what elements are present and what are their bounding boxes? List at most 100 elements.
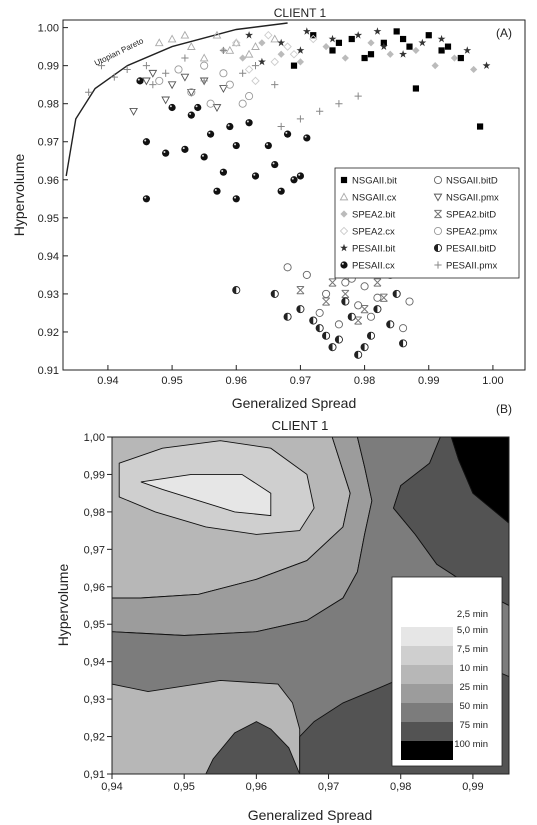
data-point <box>386 320 395 329</box>
data-point <box>335 100 343 108</box>
data-point <box>277 122 285 131</box>
data-point <box>129 107 138 116</box>
data-point <box>162 149 170 157</box>
series-spea2-cx <box>232 30 318 86</box>
panel-b-y-tick-label: 0,99 <box>84 469 105 481</box>
data-point <box>373 278 382 287</box>
data-point <box>85 88 93 96</box>
data-point <box>212 104 222 113</box>
data-point <box>181 145 189 153</box>
panel-a-x-tick-label: 0.94 <box>97 375 118 387</box>
data-point <box>187 88 196 97</box>
panel-a-x-tick-label: 1.00 <box>482 375 503 387</box>
data-point <box>341 278 350 287</box>
data-point <box>354 301 363 310</box>
data-point <box>354 92 362 100</box>
panel-a-legend: NSGAII.bit NSGAII.bitD NSGAII.cx NSGAII.pmx… <box>334 167 520 279</box>
data-point <box>244 49 254 58</box>
data-point <box>386 50 394 58</box>
legend-marker <box>433 193 443 202</box>
panel-b-x-tick-label: 0,99 <box>462 781 483 793</box>
data-point <box>181 54 189 62</box>
legend-label: PESAII.pmx <box>446 261 497 272</box>
panel-a-x-tick-label: 0.99 <box>418 375 439 387</box>
data-point <box>264 141 272 150</box>
data-point <box>354 31 363 39</box>
data-point <box>354 350 363 359</box>
data-point <box>476 123 484 130</box>
panel-a-x-tick-label: 0.95 <box>161 375 182 387</box>
data-point <box>399 50 407 58</box>
panel-b-y-tick-label: 0,93 <box>84 694 105 706</box>
data-point <box>302 270 311 279</box>
data-point <box>322 297 331 306</box>
data-point <box>392 289 401 298</box>
data-point <box>341 54 349 62</box>
data-point <box>174 65 183 74</box>
panel-a-y-tick-label: 0.95 <box>38 213 59 225</box>
data-point <box>186 88 196 97</box>
legend-label: PESAII.cx <box>352 261 395 272</box>
legend-marker <box>340 243 348 252</box>
series-pesaii-cx <box>136 77 311 203</box>
legend-swatch <box>401 627 453 646</box>
data-point <box>231 38 241 47</box>
legend-marker <box>339 192 349 201</box>
data-point <box>194 103 202 112</box>
data-point <box>258 57 266 66</box>
data-point <box>309 316 318 325</box>
data-point <box>367 51 375 58</box>
legend-label: NSGAII.bitD <box>446 176 498 187</box>
legend-marker <box>340 210 348 218</box>
data-point <box>450 54 459 62</box>
data-point <box>232 38 241 48</box>
panel-a-x-tick-label: 0.96 <box>226 375 247 387</box>
legend-label: NSGAII.pmx <box>446 193 499 204</box>
legend-label: SPEA2.bitD <box>446 210 496 221</box>
panel-b-x-ticks: 0,94 0,95 0,96 0,97 0,98 0,99 <box>101 774 484 793</box>
data-point <box>399 35 407 43</box>
data-point <box>251 62 260 70</box>
data-point <box>335 39 343 46</box>
data-point <box>360 282 369 291</box>
data-point <box>354 316 363 325</box>
data-point <box>405 297 414 306</box>
panel-b-y-tick-label: 0,94 <box>84 657 105 669</box>
panel-a-y-label: Hypervolume <box>11 154 27 237</box>
panel-b-x-tick-label: 0,97 <box>318 781 339 793</box>
data-point <box>213 187 221 195</box>
legend-swatch <box>401 646 453 665</box>
data-point <box>245 92 254 101</box>
data-point <box>296 305 305 314</box>
data-point <box>290 62 298 69</box>
data-point <box>142 195 151 203</box>
panel-b-x-tick-label: 0,95 <box>173 781 194 793</box>
legend-label: PESAII.bit <box>352 244 396 255</box>
legend-swatch <box>401 703 453 722</box>
panel-a-label: (A) <box>496 26 512 40</box>
panel-a-plot-area <box>65 22 491 359</box>
legend-marker <box>434 261 442 269</box>
data-point <box>167 81 177 90</box>
data-point <box>366 312 376 321</box>
data-point <box>328 343 337 352</box>
panel-a-x-tick-label: 0.97 <box>290 375 311 387</box>
data-point <box>206 130 215 138</box>
data-point <box>283 130 292 138</box>
data-point <box>239 54 247 62</box>
panel-a-y-tick-label: 0.91 <box>38 365 59 377</box>
data-point <box>232 195 240 203</box>
panel-b-frame <box>111 436 510 775</box>
data-point <box>142 62 151 70</box>
data-point <box>277 187 285 195</box>
panel-b-label: (B) <box>496 402 512 416</box>
panel-a-x-ticks: 0.94 0.95 0.96 0.97 0.98 0.99 1.00 <box>97 365 504 387</box>
data-point <box>322 289 331 298</box>
data-point <box>162 69 170 77</box>
data-point <box>302 27 311 35</box>
data-point <box>142 138 151 146</box>
data-point <box>296 58 305 66</box>
data-point <box>245 119 253 127</box>
data-point <box>149 81 157 89</box>
data-point <box>283 263 292 272</box>
